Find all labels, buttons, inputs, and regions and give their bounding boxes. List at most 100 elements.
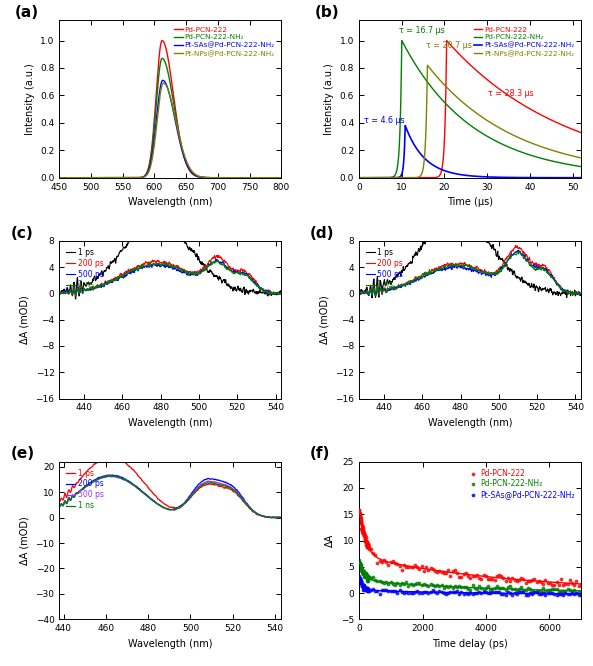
- Point: [468, 580, 477, 591]
- Point: [525, 584, 535, 595]
- Point: [362, 537, 372, 547]
- Point: [356, 563, 366, 573]
- Point: [362, 584, 371, 595]
- Point: [362, 571, 371, 582]
- Point: [356, 578, 366, 589]
- Point: [527, 585, 537, 596]
- Point: [454, 571, 464, 582]
- Point: [428, 563, 438, 574]
- Text: τ = 16.7 μs: τ = 16.7 μs: [399, 25, 445, 35]
- Point: [364, 540, 373, 551]
- Point: [479, 569, 488, 580]
- Point: [517, 581, 526, 592]
- Point: [362, 573, 372, 584]
- Point: [359, 569, 368, 579]
- Y-axis label: ΔA: ΔA: [326, 534, 336, 547]
- Point: [547, 584, 557, 595]
- Point: [474, 573, 484, 583]
- Point: [468, 589, 477, 599]
- Point: [361, 535, 371, 546]
- Point: [356, 577, 365, 588]
- Point: [380, 577, 389, 588]
- Point: [364, 539, 373, 550]
- Point: [356, 513, 365, 523]
- Point: [371, 585, 380, 596]
- Point: [432, 567, 442, 577]
- Point: [366, 543, 375, 554]
- Point: [359, 581, 368, 592]
- Point: [362, 572, 372, 583]
- Point: [359, 567, 368, 577]
- Point: [360, 569, 369, 580]
- Point: [486, 585, 495, 595]
- Point: [519, 585, 528, 595]
- Point: [492, 580, 502, 591]
- Point: [399, 579, 409, 589]
- Point: [357, 520, 366, 531]
- Point: [408, 562, 417, 573]
- Point: [359, 529, 369, 539]
- Point: [521, 577, 530, 588]
- Point: [358, 579, 367, 590]
- Point: [572, 587, 581, 598]
- Point: [410, 579, 420, 590]
- Point: [358, 523, 368, 534]
- Point: [362, 569, 371, 580]
- Point: [355, 509, 365, 519]
- Point: [393, 577, 402, 588]
- Point: [363, 538, 372, 549]
- Point: [541, 585, 550, 596]
- Point: [356, 559, 365, 570]
- Point: [470, 588, 480, 599]
- Point: [357, 565, 366, 575]
- Point: [550, 579, 559, 590]
- X-axis label: Wavelength (nm): Wavelength (nm): [128, 197, 212, 207]
- Point: [514, 575, 524, 585]
- Point: [461, 568, 471, 579]
- Point: [363, 539, 372, 550]
- Point: [358, 581, 368, 592]
- Point: [360, 535, 369, 545]
- Point: [355, 511, 365, 521]
- Point: [357, 565, 366, 575]
- Point: [552, 589, 562, 600]
- X-axis label: Time delay (ps): Time delay (ps): [432, 639, 508, 649]
- Point: [362, 539, 372, 549]
- Point: [357, 577, 366, 588]
- Point: [565, 588, 575, 599]
- Point: [360, 570, 369, 581]
- Point: [483, 573, 493, 584]
- Point: [356, 562, 365, 573]
- Point: [362, 541, 371, 552]
- Point: [510, 584, 519, 595]
- Point: [360, 583, 369, 593]
- Point: [355, 561, 365, 572]
- Point: [439, 567, 448, 578]
- Point: [399, 588, 409, 599]
- Point: [426, 586, 435, 597]
- Point: [545, 587, 554, 598]
- Point: [358, 527, 368, 538]
- Point: [355, 573, 365, 584]
- Point: [359, 569, 369, 579]
- Point: [576, 579, 586, 589]
- Point: [422, 580, 431, 591]
- Point: [358, 525, 367, 535]
- Point: [474, 581, 484, 591]
- Point: [361, 570, 370, 581]
- Point: [556, 589, 566, 600]
- Point: [441, 589, 451, 599]
- Point: [437, 580, 447, 591]
- Point: [530, 587, 539, 597]
- Point: [495, 570, 504, 581]
- Point: [538, 578, 548, 589]
- Point: [459, 589, 468, 600]
- Point: [432, 587, 442, 598]
- Point: [563, 584, 572, 595]
- Point: [355, 571, 364, 581]
- Point: [569, 585, 579, 595]
- Point: [463, 571, 473, 581]
- Point: [581, 588, 590, 599]
- Point: [423, 581, 433, 592]
- Point: [401, 587, 411, 597]
